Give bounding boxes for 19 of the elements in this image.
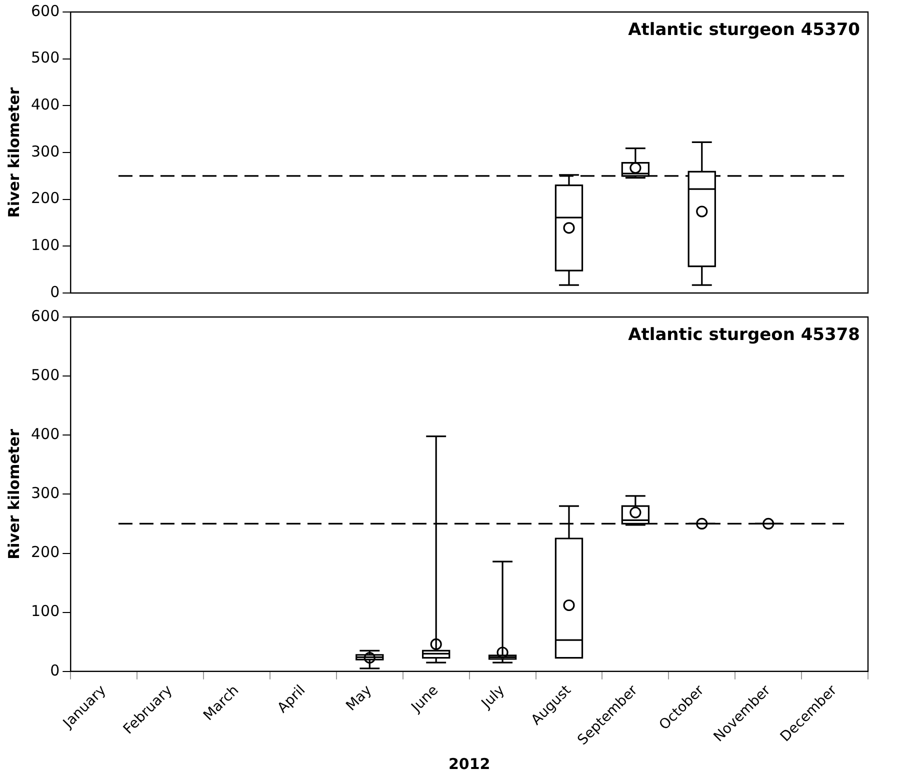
y-tick-label: 300 xyxy=(30,142,60,160)
y-tick-label: 0 xyxy=(50,661,60,680)
y-tick-label: 600 xyxy=(30,306,60,325)
y-tick-label: 400 xyxy=(30,96,60,114)
y-tick-label: 100 xyxy=(30,236,60,254)
y-tick-label: 300 xyxy=(30,484,60,502)
y-tick-label: 200 xyxy=(30,189,60,208)
y-tick-label: 0 xyxy=(50,282,60,301)
y-tick-label: 400 xyxy=(30,425,60,444)
annotation: Atlantic sturgeon 45370 xyxy=(628,20,860,40)
annotation: Atlantic sturgeon 45378 xyxy=(628,324,860,345)
y-tick-label: 500 xyxy=(30,366,60,384)
y-tick-label: 200 xyxy=(30,543,60,562)
y-axis-title: River kilometer xyxy=(4,428,23,560)
y-tick-label: 500 xyxy=(30,48,60,67)
y-axis-title: River kilometer xyxy=(4,86,23,218)
x-axis-title: 2012 xyxy=(448,754,490,773)
y-tick-label: 600 xyxy=(30,2,60,20)
y-tick-label: 100 xyxy=(30,602,60,620)
